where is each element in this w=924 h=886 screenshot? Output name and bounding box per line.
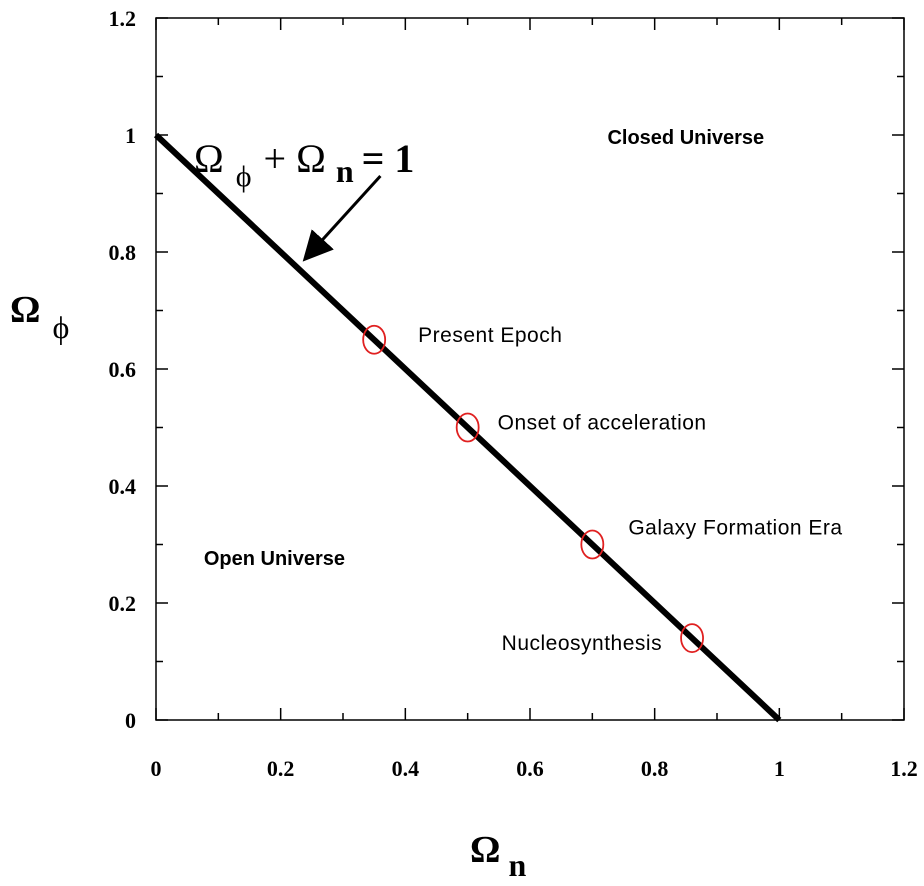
annotation-equation: Ω ϕ + Ω n = 1	[194, 136, 414, 193]
x-tick-label: 0.2	[267, 756, 295, 781]
y-tick-label: 0	[125, 708, 136, 733]
point-labels: Present Epoch Onset of acceleration Galaxy…	[418, 324, 842, 655]
y-tick-label: 1	[125, 123, 136, 148]
x-tick-label: 0.8	[641, 756, 669, 781]
region-label: Closed Universe	[607, 127, 764, 149]
eq-omega-1: Ω	[194, 136, 224, 181]
plot-frame	[155, 17, 905, 721]
x-tick-label: 1	[774, 756, 785, 781]
annotation-arrow	[302, 174, 382, 262]
point-marker	[580, 529, 605, 560]
eq-sub-n: n	[336, 153, 354, 189]
x-axis-title: Ω n	[470, 829, 526, 883]
x-tick-label: 1.2	[890, 756, 918, 781]
eq-sub-phi: ϕ	[236, 160, 252, 193]
x-tick-label: 0.6	[516, 756, 544, 781]
x-tick-label: 0.4	[392, 756, 420, 781]
point-label: Onset of acceleration	[498, 412, 707, 435]
y-tick-label: 0.4	[109, 474, 137, 499]
y-axis-subscript: ϕ	[52, 309, 69, 345]
region-label: Open Universe	[204, 548, 345, 570]
eq-plus-omega: + Ω	[264, 136, 326, 181]
y-tick-label: 0.8	[109, 240, 137, 265]
axis-ticks	[155, 17, 905, 721]
y-tick-label: 0.2	[109, 591, 137, 616]
region-labels: Closed Universe Open Universe	[204, 127, 764, 570]
point-label: Present Epoch	[418, 324, 562, 347]
series-line	[153, 132, 782, 723]
y-tick-label: 1.2	[109, 6, 137, 31]
x-tick-label: 0	[151, 756, 162, 781]
x-axis-subscript: n	[508, 847, 526, 883]
x-axis-symbol: Ω	[470, 829, 500, 871]
point-label: Galaxy Formation Era	[628, 517, 842, 540]
point-marker	[680, 623, 704, 653]
eq-equals-one: = 1	[362, 136, 415, 181]
y-axis-title: Ω ϕ	[10, 289, 69, 345]
y-tick-label: 0.6	[109, 357, 137, 382]
point-marker	[362, 324, 387, 355]
point-markers	[362, 324, 704, 653]
point-label: Nucleosynthesis	[502, 632, 662, 655]
y-axis-symbol: Ω	[10, 289, 40, 331]
point-marker	[455, 412, 480, 443]
y-tick-labels: 0 0.2 0.4 0.6 0.8 1 1.2	[109, 6, 137, 733]
x-tick-labels: 0 0.2 0.4 0.6 0.8 1 1.2	[151, 756, 918, 781]
